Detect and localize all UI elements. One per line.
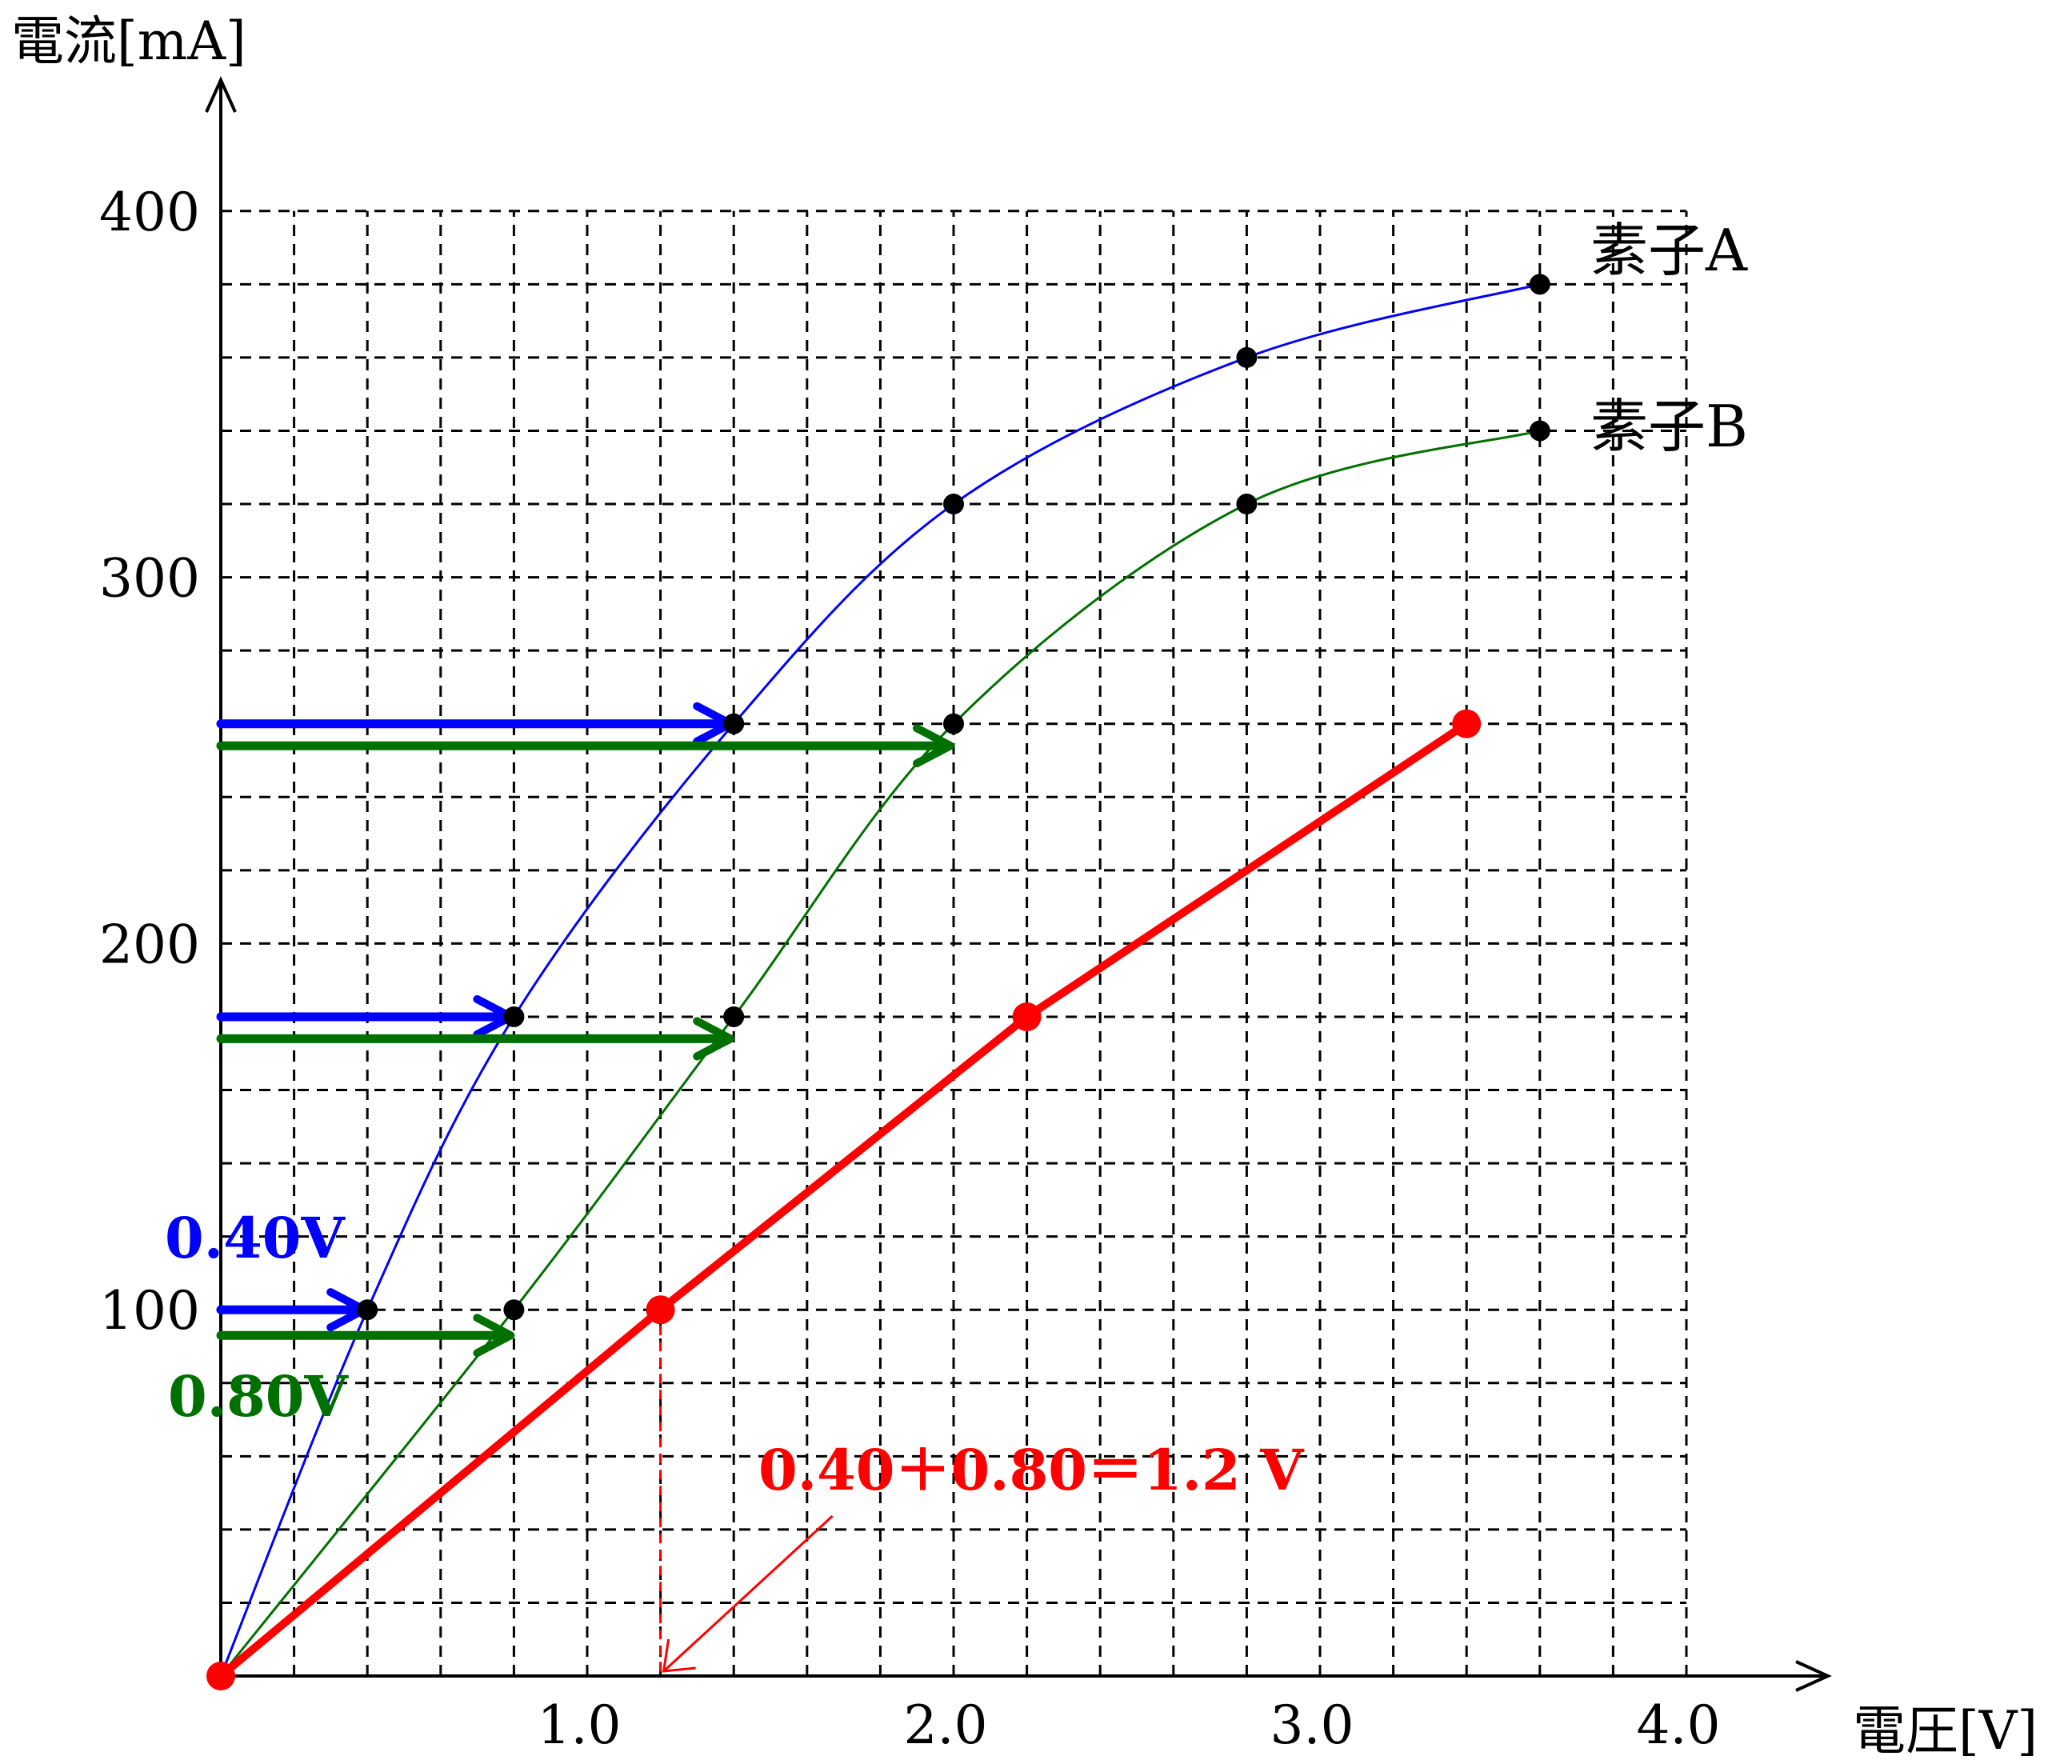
- data-point-sum: [1452, 709, 1482, 738]
- data-point-sum: [206, 1662, 235, 1690]
- y-tick-label: 100: [99, 1280, 200, 1342]
- axes: [205, 76, 1832, 1692]
- series-line-sum: [217, 719, 1471, 1680]
- annotation-0-80v: 0.80V: [168, 1363, 349, 1430]
- annotation-sum: 0.40＋0.80＝1.2 V: [758, 1437, 1305, 1503]
- x-axis-label: 電圧[V]: [1853, 1700, 2038, 1762]
- data-point-b: [943, 713, 964, 734]
- horizontal-arrows: [216, 702, 954, 1358]
- x-tick-label: 3.0: [1270, 1694, 1354, 1756]
- data-points: [206, 274, 1550, 1690]
- series-label-a: 素子A: [1590, 217, 1748, 284]
- data-point-a: [943, 494, 964, 515]
- y-tick-label: 300: [99, 548, 200, 610]
- x-tick-label: 2.0: [904, 1694, 988, 1756]
- series-label-b: 素子B: [1590, 393, 1748, 460]
- y-tick-label: 200: [99, 914, 200, 975]
- data-point-b: [1529, 420, 1550, 442]
- tick-labels: 1.0 2.0 3.0 4.0 100 200 300 400: [99, 182, 1720, 1756]
- horizontal-arrowhead: [913, 724, 954, 768]
- annotation-0-40v: 0.40V: [165, 1205, 346, 1271]
- x-tick-label: 1.0: [538, 1694, 622, 1756]
- pointer-arrowhead: [662, 1638, 696, 1673]
- series-line-b: [219, 430, 1541, 1677]
- y-axis-arrowhead: [205, 76, 237, 113]
- x-axis-arrowhead: [1795, 1660, 1832, 1692]
- data-point-a: [1529, 274, 1550, 295]
- data-point-sum: [1012, 1002, 1042, 1031]
- data-point-a: [503, 1006, 525, 1027]
- pointer-arrow-line: [662, 1514, 834, 1673]
- data-point-b: [1236, 494, 1258, 515]
- y-tick-label: 400: [99, 182, 200, 243]
- data-point-a: [723, 713, 745, 734]
- data-point-a: [357, 1299, 378, 1321]
- horizontal-arrowhead: [693, 1017, 735, 1061]
- y-axis-label: 電流[mA]: [11, 10, 246, 72]
- data-point-b: [723, 1006, 745, 1027]
- data-point-a: [1236, 346, 1258, 368]
- data-point-b: [503, 1299, 525, 1321]
- horizontal-arrowhead: [473, 1314, 515, 1358]
- x-tick-label: 4.0: [1637, 1694, 1721, 1756]
